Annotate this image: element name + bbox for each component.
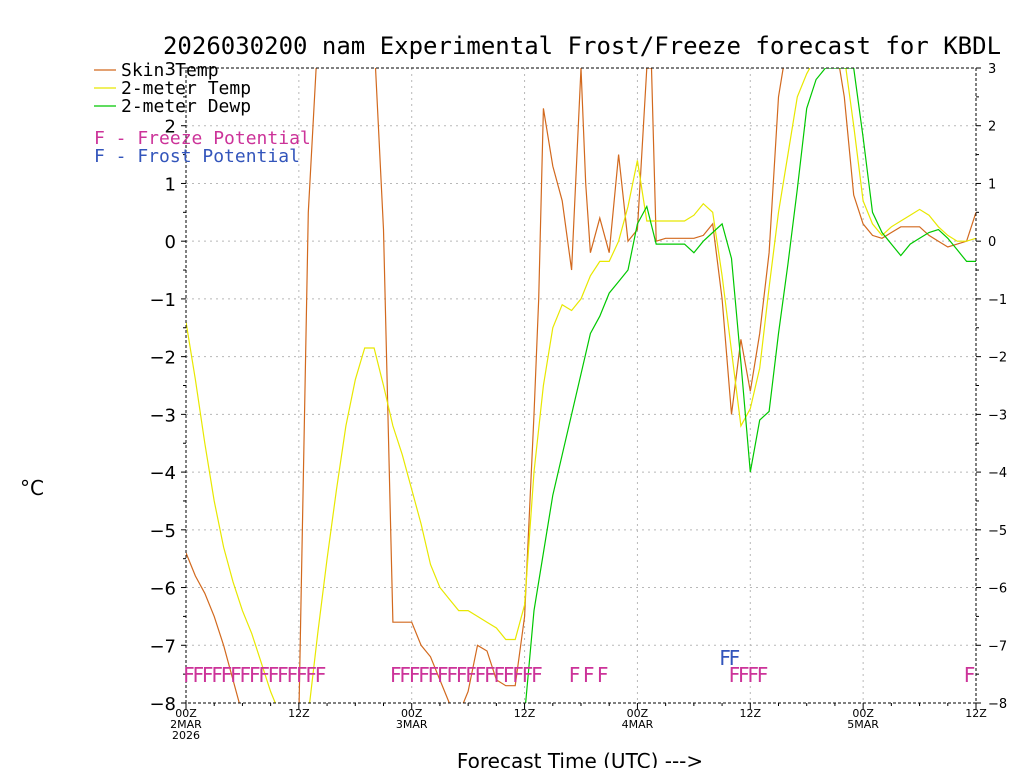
freeze-marker: F bbox=[475, 663, 487, 687]
freeze-marker: F bbox=[230, 663, 242, 687]
y-tick-label-right: 0 bbox=[988, 235, 996, 250]
y-tick-label-left: −2 bbox=[149, 348, 176, 369]
freeze-marker: F bbox=[315, 663, 327, 687]
y-tick-label-right: −6 bbox=[988, 582, 1007, 597]
x-tick-label: 2MAR bbox=[170, 718, 202, 731]
freeze-marker: F bbox=[211, 663, 223, 687]
y-tick-label-right: −8 bbox=[988, 697, 1007, 712]
freeze-marker: F bbox=[418, 663, 430, 687]
chart-title: 2026030200 nam Experimental Frost/Freeze… bbox=[163, 32, 1001, 60]
y-tick-label-left: −1 bbox=[149, 290, 176, 311]
y-tick-label-right: −7 bbox=[988, 639, 1007, 654]
freeze-marker: F bbox=[202, 663, 214, 687]
freeze-marker: F bbox=[437, 663, 449, 687]
series-line-skin-temp bbox=[186, 68, 976, 703]
freeze-marker: F bbox=[183, 663, 195, 687]
freeze-marker: F bbox=[277, 663, 289, 687]
freeze-marker: F bbox=[240, 663, 252, 687]
freeze-marker: F bbox=[597, 663, 609, 687]
x-tick-label: 3MAR bbox=[396, 718, 428, 731]
x-tick-label: 00Z bbox=[852, 707, 874, 720]
y-tick-label-right: −4 bbox=[988, 466, 1007, 481]
freeze-marker: F bbox=[409, 663, 421, 687]
frost-marker: F bbox=[719, 646, 731, 670]
freeze-marker: F bbox=[465, 663, 477, 687]
freeze-marker: F bbox=[268, 663, 280, 687]
y-tick-label-left: 1 bbox=[165, 174, 176, 195]
freeze-marker: F bbox=[193, 663, 205, 687]
freeze-marker: F bbox=[757, 663, 769, 687]
x-tick-label: 4MAR bbox=[622, 718, 654, 731]
y-tick-label-right: 3 bbox=[988, 62, 996, 77]
y-tick-label-left: −6 bbox=[149, 579, 176, 600]
x-tick-label: 12Z bbox=[514, 707, 536, 720]
frost-marker: F bbox=[729, 646, 741, 670]
freeze-marker: F bbox=[306, 663, 318, 687]
freeze-marker: F bbox=[964, 663, 976, 687]
y-tick-label-right: −2 bbox=[988, 351, 1007, 366]
x-tick-label: 5MAR bbox=[847, 718, 879, 731]
freeze-marker: F bbox=[447, 663, 459, 687]
freeze-marker: F bbox=[296, 663, 308, 687]
freeze-marker: F bbox=[428, 663, 440, 687]
freeze-marker: F bbox=[738, 663, 750, 687]
freeze-marker: F bbox=[258, 663, 270, 687]
freeze-marker: F bbox=[569, 663, 581, 687]
freeze-marker: F bbox=[503, 663, 515, 687]
freeze-marker: F bbox=[522, 663, 534, 687]
x-tick-label: 00Z bbox=[175, 707, 197, 720]
freeze-marker: F bbox=[249, 663, 261, 687]
freeze-marker: F bbox=[390, 663, 402, 687]
y-tick-label-left: −5 bbox=[149, 521, 176, 542]
series-line-2-meter-temp bbox=[186, 68, 976, 703]
freeze-marker: F bbox=[456, 663, 468, 687]
x-tick-label: 12Z bbox=[288, 707, 310, 720]
y-tick-label-left: 2 bbox=[165, 117, 176, 138]
freeze-marker: F bbox=[583, 663, 595, 687]
freeze-marker: F bbox=[484, 663, 496, 687]
freeze-marker: F bbox=[287, 663, 299, 687]
y-axis-right: −8 −7 −6 −5 −4 −3 −2 −1 0 1 2 3 bbox=[976, 62, 1007, 712]
y-tick-label-right: −1 bbox=[988, 293, 1007, 308]
y-tick-label-right: 1 bbox=[988, 177, 996, 192]
x-tick-label: 00Z bbox=[627, 707, 649, 720]
freeze-marker: F bbox=[729, 663, 741, 687]
y-tick-label-left: −3 bbox=[149, 405, 176, 426]
x-tick-label: 00Z bbox=[401, 707, 423, 720]
y-tick-label-left: −8 bbox=[149, 694, 176, 715]
legend-frost-potential: F - Frost Potential bbox=[94, 146, 300, 167]
legend-label: 2-meter Temp bbox=[121, 78, 251, 99]
legend-freeze-potential: F - Freeze Potential bbox=[94, 128, 311, 149]
series-lines bbox=[186, 68, 976, 703]
x-tick-label: 2026 bbox=[172, 729, 200, 742]
freeze-marker: F bbox=[221, 663, 233, 687]
y-tick-label-left: 0 bbox=[165, 232, 176, 253]
y-axis-label: °C bbox=[20, 476, 44, 500]
series-line-2-meter-dewp bbox=[525, 68, 976, 703]
y-tick-label-right: −3 bbox=[988, 408, 1007, 423]
y-tick-label-left: −4 bbox=[149, 463, 176, 484]
y-tick-label-right: −5 bbox=[988, 524, 1007, 539]
legend-label: Skin Temp bbox=[121, 60, 219, 81]
y-axis-left: −8 −7 −6 −5 −4 −3 −2 −1 0 1 2 3 bbox=[149, 59, 186, 715]
freeze-marker: F bbox=[400, 663, 412, 687]
x-axis-label: Forecast Time (UTC) ---> bbox=[457, 749, 703, 768]
freeze-marker: F bbox=[494, 663, 506, 687]
freeze-marker: F bbox=[748, 663, 760, 687]
y-tick-label-right: 2 bbox=[988, 120, 996, 135]
legend-label: 2-meter Dewp bbox=[121, 96, 251, 117]
freeze-marker: F bbox=[531, 663, 543, 687]
x-tick-label: 12Z bbox=[740, 707, 762, 720]
freeze-marker: F bbox=[512, 663, 524, 687]
y-tick-label-left: −7 bbox=[149, 636, 176, 657]
x-tick-label: 12Z bbox=[965, 707, 987, 720]
y-tick-label-left: 3 bbox=[165, 59, 176, 80]
